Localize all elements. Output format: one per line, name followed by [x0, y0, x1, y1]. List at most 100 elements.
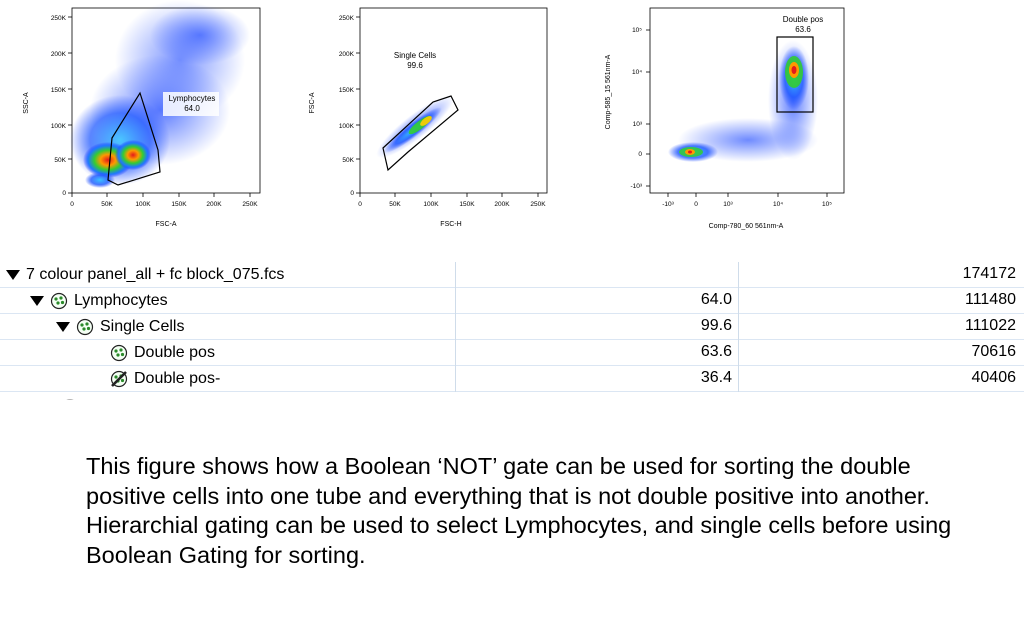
double-pos-ylabel: Comp-585_15 561nm-A	[605, 54, 612, 129]
ytick-label: 50K	[54, 157, 66, 164]
ytick-label: 100K	[51, 123, 67, 130]
table-row-double-pos[interactable]: Double pos 63.6 70616	[0, 340, 1024, 366]
xtick-label: -10³	[662, 201, 674, 208]
double-pos-yticks: -10³ 0 10³ 10⁴ 10⁵	[630, 27, 642, 190]
not-gate-icon	[110, 370, 128, 388]
xtick-label: 10⁴	[773, 201, 783, 208]
ytick-label: 100K	[339, 123, 355, 130]
xtick-label: 200K	[494, 201, 510, 208]
ytick-label: 10⁴	[632, 69, 642, 76]
xtick-label: 50K	[101, 201, 113, 208]
xtick-label: 250K	[242, 201, 258, 208]
lymphocytes-yticks: 0 50K 100K 150K 200K 250K	[51, 15, 67, 197]
double-pos-xlabel: Comp-780_60 561nm-A	[709, 223, 784, 230]
lymphocytes-name-cell: Lymphocytes	[30, 288, 168, 314]
double-pos-xticks: -10³ 0 10³ 10⁴ 10⁵	[662, 201, 832, 208]
single-cells-gate-value: 99.6	[407, 61, 423, 70]
ytick-label: 10³	[633, 121, 643, 128]
double-pos-gate[interactable]	[776, 36, 814, 113]
ytick-label: 50K	[342, 157, 354, 164]
xtick-label: 150K	[171, 201, 187, 208]
ytick-label: 150K	[51, 87, 67, 94]
single-cells-density	[376, 95, 454, 159]
single-cells-ylabel: FSC-A	[309, 92, 316, 113]
lymphocytes-ylabel: SSC-A	[23, 92, 30, 114]
single-cells-plot: Single Cells 99.6 0 50K 100K 150K 200K 2…	[298, 0, 558, 240]
ytick-label: 200K	[339, 51, 355, 58]
table-row-sample[interactable]: 7 colour panel_all + fc block_075.fcs 17…	[0, 262, 1024, 288]
lymphocytes-xlabel: FSC-A	[156, 221, 177, 228]
double-pos-plot: Double pos 63.6 -10³ 0 10³ 10⁴ 10⁵ -10³ …	[598, 0, 858, 240]
single-cells-xticks: 0 50K 100K 150K 200K 250K	[358, 201, 546, 208]
single-cells-gate-name: Single Cells	[394, 51, 436, 60]
lymphocytes-plot: Lymphocytes 64.0 0 50K 100K 150K 200K 25…	[0, 0, 270, 240]
ytick-label: 250K	[339, 15, 355, 22]
ytick-label: 250K	[51, 15, 67, 22]
xtick-label: 10³	[723, 201, 733, 208]
gating-hierarchy-table: 7 colour panel_all + fc block_075.fcs 17…	[0, 262, 1024, 400]
lymphocytes-xticks: 0 50K 100K 150K 200K 250K	[70, 201, 258, 208]
xtick-label: 200K	[206, 201, 222, 208]
xtick-label: 0	[358, 201, 362, 208]
double-pos-gate-value: 63.6	[795, 25, 811, 34]
ytick-label: 0	[350, 190, 354, 197]
lymphocytes-count: 111480	[738, 288, 1024, 314]
sample-count: 174172	[738, 262, 1024, 288]
double-pos-plot-svg: Double pos 63.6 -10³ 0 10³ 10⁴ 10⁵ -10³ …	[605, 7, 845, 230]
sample-name: 7 colour panel_all + fc block_075.fcs	[26, 266, 285, 283]
double-pos-gate-name: Double pos	[783, 15, 823, 24]
table-row-single-cells[interactable]: Single Cells 99.6 111022	[0, 314, 1024, 340]
double-pos-count: 70616	[738, 340, 1024, 366]
xtick-label: 100K	[423, 201, 439, 208]
xtick-label: 150K	[459, 201, 475, 208]
single-cells-xlabel: FSC-H	[440, 221, 461, 228]
table-row-double-pos-not[interactable]: Double pos- 36.4 40406	[0, 366, 1024, 392]
xtick-label: 100K	[135, 201, 151, 208]
gate-icon	[76, 318, 94, 336]
ytick-label: 10⁵	[632, 27, 642, 34]
ytick-label: -10³	[630, 183, 642, 190]
double-pos-not-name: Double pos-	[134, 370, 221, 387]
figure-caption: This figure shows how a Boolean ‘NOT’ ga…	[86, 453, 952, 568]
table-row-cutoff	[0, 392, 1024, 400]
table-row-lymphocytes[interactable]: Lymphocytes 64.0 111480	[0, 288, 1024, 314]
single-cells-plot-svg: Single Cells 99.6 0 50K 100K 150K 200K 2…	[309, 7, 548, 228]
double-pos-density	[668, 40, 818, 162]
lymphocytes-name: Lymphocytes	[74, 292, 168, 309]
sample-freq	[455, 262, 738, 288]
gate-icon	[50, 292, 68, 310]
double-pos-not-name-cell: Double pos-	[110, 366, 220, 392]
sample-name-cell: 7 colour panel_all + fc block_075.fcs	[6, 262, 284, 288]
ytick-label: 0	[638, 151, 642, 158]
double-pos-not-count: 40406	[738, 366, 1024, 392]
lymphocytes-gate-value: 64.0	[184, 104, 200, 113]
single-cells-name-cell: Single Cells	[56, 314, 184, 340]
ytick-label: 150K	[339, 87, 355, 94]
double-pos-name: Double pos	[134, 344, 215, 361]
expand-triangle-icon[interactable]	[6, 270, 20, 280]
xtick-label: 0	[70, 201, 74, 208]
single-cells-freq: 99.6	[455, 314, 738, 340]
xtick-label: 50K	[389, 201, 401, 208]
xtick-label: 0	[694, 201, 698, 208]
ytick-label: 0	[62, 190, 66, 197]
lymphocytes-plot-svg: Lymphocytes 64.0 0 50K 100K 150K 200K 25…	[23, 0, 261, 228]
xtick-label: 10⁵	[822, 201, 832, 208]
lymphocytes-gate[interactable]	[107, 91, 161, 186]
double-pos-not-freq: 36.4	[455, 366, 738, 392]
single-cells-gate[interactable]	[382, 95, 459, 172]
gate-icon	[110, 344, 128, 362]
single-cells-yticks: 0 50K 100K 150K 200K 250K	[339, 15, 355, 197]
lymphocytes-density	[70, 0, 250, 188]
ytick-label: 200K	[51, 51, 67, 58]
double-pos-freq: 63.6	[455, 340, 738, 366]
single-cells-count: 111022	[738, 314, 1024, 340]
expand-triangle-icon[interactable]	[30, 296, 44, 306]
single-cells-name: Single Cells	[100, 318, 185, 335]
cutoff-row-fragments	[66, 399, 74, 400]
expand-triangle-icon[interactable]	[56, 322, 70, 332]
double-pos-name-cell: Double pos	[110, 340, 215, 366]
xtick-label: 250K	[530, 201, 546, 208]
lymphocytes-freq: 64.0	[455, 288, 738, 314]
lymphocytes-gate-name: Lymphocytes	[169, 94, 216, 103]
